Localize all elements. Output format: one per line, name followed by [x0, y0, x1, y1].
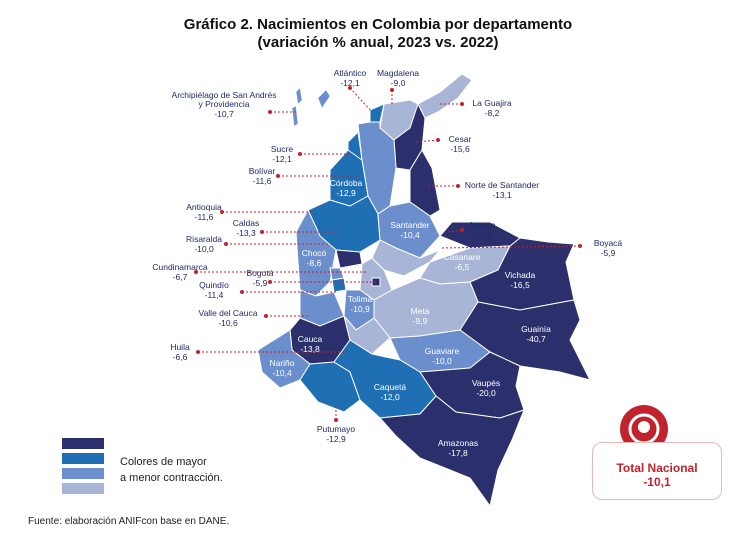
label-san-andres-value: -10,7	[214, 109, 234, 119]
label-putumayo-name: Putumayo	[317, 424, 356, 434]
region-la-guajira	[417, 73, 473, 119]
region-quindio	[331, 277, 347, 293]
leader-dots	[194, 86, 582, 422]
chart-title: Gráfico 2. Nacimientos en Colombia por d…	[0, 16, 756, 52]
legend-swatch-2	[62, 453, 104, 464]
label-casanare-value: -6,5	[455, 262, 470, 272]
title-line-1: Gráfico 2. Nacimientos en Colombia por d…	[183, 16, 573, 33]
label-sucre-name: Sucre	[271, 144, 293, 154]
label-amazonas-name: Amazonas	[438, 438, 478, 448]
label-magdalena-name: Magdalena	[377, 68, 419, 78]
region-amazonas	[378, 395, 525, 508]
label-caldas-name: Caldas	[233, 218, 259, 228]
label-cesar-name: Cesar	[449, 134, 472, 144]
label-risaralda-name: Risaralda	[186, 234, 222, 244]
legend-swatch-1	[62, 438, 104, 449]
label-norte-santander-name: Norte de Santander	[465, 180, 539, 190]
label-atlantico-name: Atlántico	[334, 68, 367, 78]
total-nacional-label: Total Nacional	[616, 461, 698, 475]
label-meta-name: Meta	[411, 306, 430, 316]
label-guajira-value: -8,2	[485, 108, 500, 118]
label-risaralda-value: -10,0	[194, 244, 214, 254]
label-caldas-value: -13,3	[236, 228, 256, 238]
label-casanare-name: Casanare	[444, 252, 481, 262]
label-huila-name: Huila	[170, 342, 190, 352]
label-bogota-name: Bogotá	[247, 268, 274, 278]
label-arauca-value: -13,3	[472, 230, 492, 240]
internal-labels: Córdoba -12,9 Santander -10,4 Chocó -8,6…	[269, 178, 551, 458]
label-choco-name: Chocó	[302, 248, 327, 258]
label-meta-value: -9,9	[413, 316, 428, 326]
label-boyaca-name: Boyacá	[594, 238, 623, 248]
label-cauca-value: -13,8	[300, 344, 320, 354]
label-narino-value: -10,4	[272, 368, 292, 378]
label-quindio-name: Quindío	[199, 280, 229, 290]
label-vaupes-name: Vaupés	[472, 378, 500, 388]
legend-swatch-3	[62, 468, 104, 479]
region-caldas	[335, 249, 363, 269]
label-vichada-name: Vichada	[505, 270, 536, 280]
label-quindio-value: -11,4	[205, 290, 224, 300]
label-bolivar-name: Bolívar	[249, 166, 276, 176]
leader-lines	[196, 87, 581, 420]
label-antioquia-name: Antioquia	[186, 202, 222, 212]
label-caqueta-name: Caquetá	[374, 382, 406, 392]
legend-text: Colores de mayor a menor contracción.	[120, 454, 223, 486]
label-santander-name: Santander	[390, 220, 429, 230]
label-guainia-value: -40,7	[526, 334, 546, 344]
label-cordoba-name: Córdoba	[330, 178, 363, 188]
legend-text-line-1: Colores de mayor	[120, 456, 207, 468]
label-cundinamarca-value: -6,7	[173, 272, 188, 282]
label-cordoba-value: -12,9	[336, 188, 356, 198]
legend-text-line-2: a menor contracción.	[120, 472, 223, 484]
label-guaviare-value: -10,0	[432, 356, 452, 366]
label-antioquia-value: -11,6	[195, 212, 214, 222]
label-tolima-name: Tolima	[348, 294, 373, 304]
region-providencia	[317, 89, 331, 109]
label-sucre-value: -12,1	[272, 154, 292, 164]
label-atlantico-value: -12,1	[340, 78, 360, 88]
label-huila-value: -6,6	[173, 352, 188, 362]
label-san-andres-name-1: Archipiélago de San Andrés	[172, 90, 277, 100]
label-magdalena-value: -9,0	[391, 78, 406, 88]
label-caqueta-value: -12,0	[380, 392, 400, 402]
label-valle-value: -10,6	[218, 318, 238, 328]
label-san-andres-name-2: y Providencia	[198, 99, 249, 109]
label-guainia-name: Guainía	[521, 324, 551, 334]
region-san-andres-2	[291, 105, 299, 127]
source-note: Fuente: elaboración ANIFcon base en DANE…	[28, 516, 230, 527]
label-valle-name: Valle del Cauca	[199, 308, 258, 318]
total-nacional-box: Total Nacional -10,1	[592, 442, 722, 500]
external-labels: Atlántico -12,1 Magdalena -9,0 La Guajir…	[152, 68, 622, 444]
label-bolivar-value: -11,6	[253, 176, 272, 186]
label-arauca-name: Arauca	[469, 220, 496, 230]
label-santander-value: -10,4	[400, 230, 420, 240]
label-cesar-value: -15,6	[450, 144, 470, 154]
title-line-2: (variación % anual, 2023 vs. 2022)	[257, 34, 499, 51]
label-tolima-value: -10,9	[350, 304, 370, 314]
label-guaviare-name: Guaviare	[425, 346, 460, 356]
label-vichada-value: -16,5	[510, 280, 530, 290]
region-san-andres	[295, 87, 303, 105]
label-norte-santander-value: -13,1	[492, 190, 512, 200]
total-nacional-value: -10,1	[643, 475, 671, 489]
label-amazonas-value: -17,8	[448, 448, 468, 458]
label-guajira-name: La Guajira	[472, 98, 511, 108]
region-cesar	[393, 102, 426, 171]
legend	[62, 438, 104, 498]
label-vaupes-value: -20,0	[476, 388, 496, 398]
label-boyaca-value: -5,9	[601, 248, 616, 258]
label-cundinamarca-name: Cundinamarca	[152, 262, 208, 272]
label-bogota-value: -5,9	[253, 278, 268, 288]
label-cauca-name: Cauca	[298, 334, 323, 344]
legend-swatch-4	[62, 483, 104, 494]
label-narino-name: Nariño	[269, 358, 294, 368]
label-putumayo-value: -12,9	[326, 434, 346, 444]
label-choco-value: -8,6	[307, 258, 322, 268]
